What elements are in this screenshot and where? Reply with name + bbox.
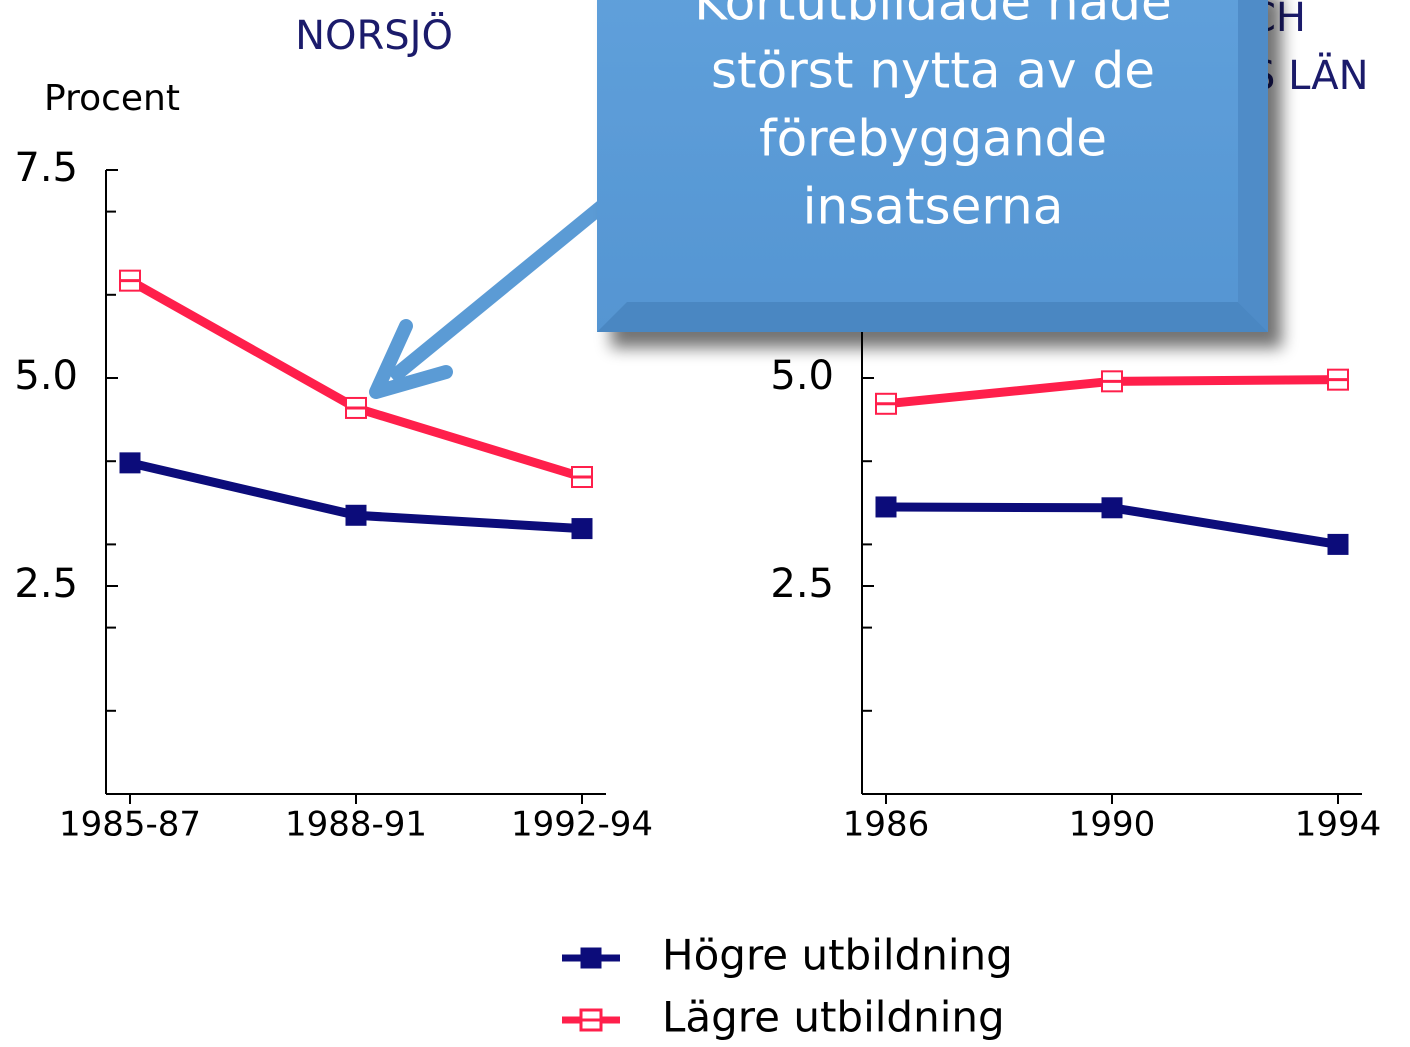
callout-text: Kortutbildade hade xyxy=(694,0,1171,32)
x-tick-label: 1990 xyxy=(1069,805,1156,845)
x-tick-label: 1985-87 xyxy=(59,805,201,845)
marker xyxy=(345,504,367,526)
callout-bevel xyxy=(597,302,1268,332)
panel-title: NORSJÖ xyxy=(295,11,453,59)
y-tick-label: 7.5 xyxy=(14,145,78,191)
callout-box xyxy=(597,0,1268,332)
y-axis-label: Procent xyxy=(44,78,180,119)
marker xyxy=(875,496,897,518)
x-tick-label: 1988-91 xyxy=(285,805,427,845)
callout-text: förebyggande xyxy=(759,110,1107,168)
x-tick-label: 1994 xyxy=(1295,805,1382,845)
panel-title: S LÄN xyxy=(1250,51,1369,99)
series-line xyxy=(127,276,584,482)
marker xyxy=(1327,533,1349,555)
x-tick-label: 1986 xyxy=(843,805,930,845)
marker xyxy=(119,452,141,474)
y-tick-label: 2.5 xyxy=(14,561,78,607)
callout: Kortutbildade hade störst nytta av de före… xyxy=(369,0,1268,399)
plots: NORSJÖ Procent 2.5 5.0 7.5 1985-87 1988-91 1992… xyxy=(14,0,1381,845)
marker xyxy=(571,518,593,540)
callout-text: insatserna xyxy=(803,178,1064,236)
y-tick-label: 2.5 xyxy=(770,561,834,607)
y-tick-label: 5.0 xyxy=(14,353,78,399)
legend: Högre utbildning Lägre utbildning xyxy=(562,931,1013,1042)
legend-label: Högre utbildning xyxy=(662,931,1013,980)
callout-arrow-shaft xyxy=(387,192,617,384)
legend-marker xyxy=(580,947,602,969)
callout-bevel-side xyxy=(1238,0,1268,332)
callout-text: störst nytta av de xyxy=(711,42,1155,100)
y-tick-label: 5.0 xyxy=(770,353,834,399)
legend-label: Lägre utbildning xyxy=(662,993,1005,1042)
panel: NORSJÖ Procent 2.5 5.0 7.5 1985-87 1988-91 1992… xyxy=(14,11,653,845)
marker xyxy=(1101,497,1123,519)
callout-arrow-head xyxy=(369,319,453,399)
x-tick-label: 1992-94 xyxy=(511,805,653,845)
